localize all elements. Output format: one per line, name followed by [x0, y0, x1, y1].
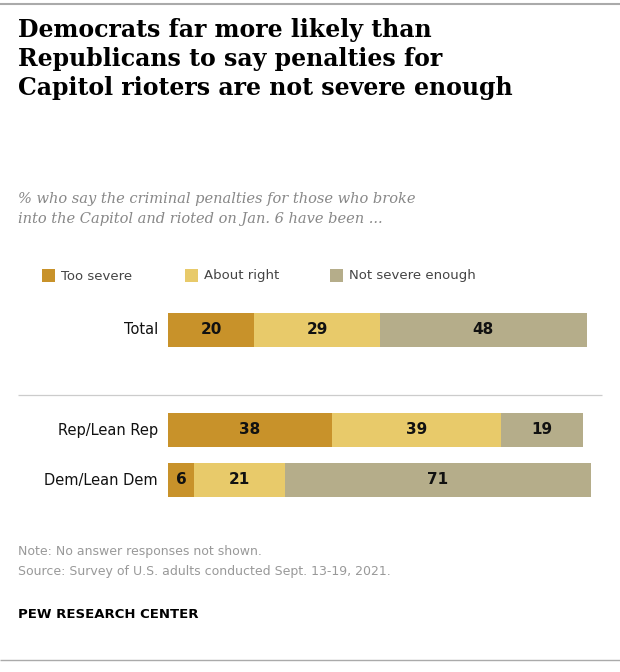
Text: Democrats far more likely than
Republicans to say penalties for
Capitol rioters : Democrats far more likely than Republica… — [18, 18, 513, 99]
Text: Too severe: Too severe — [61, 269, 132, 282]
Bar — [185, 269, 198, 282]
Text: PEW RESEARCH CENTER: PEW RESEARCH CENTER — [18, 608, 198, 621]
Bar — [168, 463, 194, 497]
Bar — [168, 313, 254, 347]
Bar — [194, 463, 285, 497]
Text: 39: 39 — [405, 423, 427, 437]
Text: Source: Survey of U.S. adults conducted Sept. 13-19, 2021.: Source: Survey of U.S. adults conducted … — [18, 565, 391, 578]
Text: 21: 21 — [229, 472, 250, 487]
Text: 29: 29 — [306, 323, 328, 337]
Text: 38: 38 — [239, 423, 260, 437]
Bar — [285, 463, 591, 497]
Bar — [379, 313, 587, 347]
Bar — [42, 269, 55, 282]
Text: Rep/Lean Rep: Rep/Lean Rep — [58, 423, 158, 437]
Text: 6: 6 — [175, 472, 187, 487]
Text: About right: About right — [204, 269, 279, 282]
Bar — [168, 413, 332, 447]
Bar — [500, 413, 583, 447]
Text: 48: 48 — [472, 323, 494, 337]
Text: Total: Total — [124, 323, 158, 337]
Bar — [254, 313, 379, 347]
Bar — [332, 413, 500, 447]
Bar — [330, 269, 343, 282]
Text: 71: 71 — [427, 472, 448, 487]
Text: 19: 19 — [531, 423, 552, 437]
Text: Not severe enough: Not severe enough — [349, 269, 476, 282]
Text: % who say the criminal penalties for those who broke
into the Capitol and rioted: % who say the criminal penalties for tho… — [18, 192, 415, 226]
Text: Dem/Lean Dem: Dem/Lean Dem — [45, 472, 158, 487]
Text: 20: 20 — [200, 323, 222, 337]
Text: Note: No answer responses not shown.: Note: No answer responses not shown. — [18, 545, 262, 558]
